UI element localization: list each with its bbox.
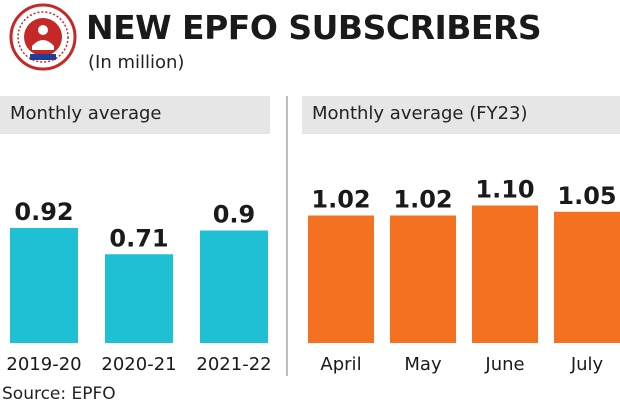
- chart-title: NEW EPFO SUBSCRIBERS: [86, 8, 542, 47]
- right-panel-title: Monthly average (FY23): [312, 103, 528, 124]
- left-value-label: 0.9: [213, 201, 256, 229]
- right-value-label: 1.10: [475, 176, 534, 204]
- left-category-label: 2020-21: [101, 354, 176, 375]
- right-category-label: April: [320, 354, 361, 375]
- left-panel-title: Monthly average: [10, 103, 162, 124]
- right-bar-july: [554, 211, 620, 343]
- left-category-label: 2019-20: [6, 354, 81, 375]
- right-category-label: July: [570, 354, 604, 375]
- right-value-label: 1.02: [311, 186, 370, 214]
- left-value-label: 0.92: [14, 198, 73, 226]
- chart-subtitle: (In million): [88, 52, 185, 73]
- left-panel-header: Monthly average: [0, 96, 270, 134]
- left-bar-2019-20: [10, 228, 78, 343]
- left-bar-2021-22: [200, 230, 268, 343]
- right-value-label: 1.05: [557, 182, 616, 210]
- epfo-logo: [9, 3, 77, 71]
- right-category-label: June: [484, 354, 524, 375]
- panel-divider: [286, 96, 288, 376]
- right-category-label: May: [404, 354, 442, 375]
- right-bar-june: [472, 205, 538, 343]
- right-bar-april: [308, 215, 374, 343]
- left-bar-2020-21: [105, 254, 173, 343]
- left-category-label: 2021-22: [196, 354, 271, 375]
- source-note: Source: EPFO: [2, 384, 116, 404]
- left-value-label: 0.71: [109, 224, 168, 252]
- right-panel-header: Monthly average (FY23): [302, 96, 620, 134]
- right-value-label: 1.02: [393, 186, 452, 214]
- right-bar-may: [390, 215, 456, 343]
